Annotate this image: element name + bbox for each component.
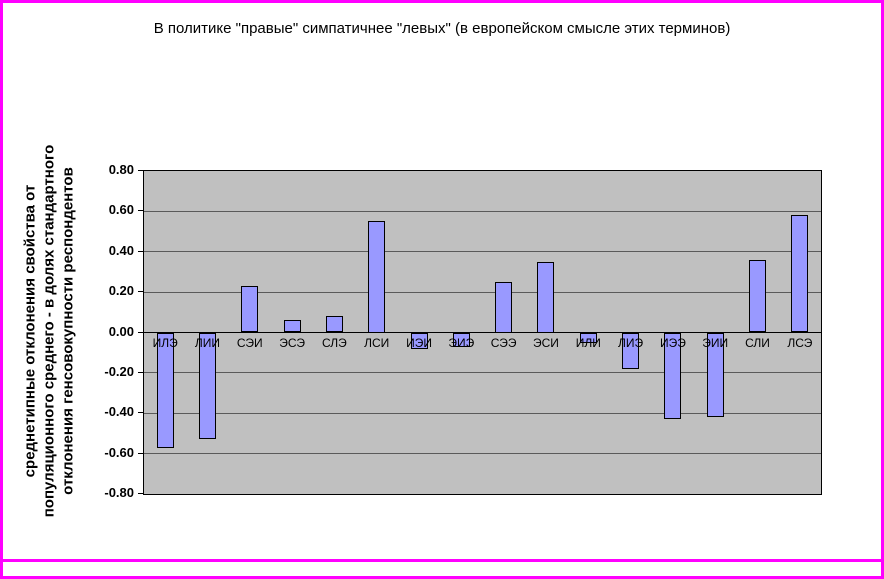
x-category-label: ЭИИ (702, 335, 729, 350)
x-category-label: ИЛИ (575, 335, 601, 350)
zero-axis-line (144, 332, 821, 333)
bar (495, 282, 513, 333)
bar (791, 215, 809, 333)
gridline (144, 251, 821, 253)
gridline (144, 291, 821, 293)
x-category-label: ИЭЭ (659, 335, 686, 350)
x-category-label: ИЭИ (406, 335, 432, 350)
x-category-label: ЛСИ (364, 335, 390, 350)
y-tick-mark (138, 250, 143, 252)
gridline (144, 372, 821, 374)
y-tick-label: 0.40 (108, 242, 134, 258)
bar (283, 320, 301, 333)
y-tick-label: 0.60 (108, 202, 134, 218)
bar (198, 332, 216, 440)
bar (749, 259, 767, 333)
y-tick-mark (138, 331, 143, 333)
plot-area: ИЛЭ ЛИИ СЭИ ЭСЭ СЛЭ ЛСИ ИЭИ ЭИЭ СЭЭ ЭСИ ИЛИ ЛИЭ ИЭЭ Э… (143, 170, 822, 495)
x-category-label: ЛИЭ (618, 335, 644, 350)
y-tick-label: 0.80 (108, 162, 134, 177)
y-tick-mark (138, 371, 143, 373)
bar (241, 286, 259, 333)
bar (410, 332, 428, 349)
bar (156, 332, 174, 448)
y-axis: 0.80 0.60 0.40 0.20 0.00 -0.20 -0.40 -0.60 -0.80 (91, 162, 143, 500)
y-tick-label: 0.20 (108, 283, 134, 299)
bar (664, 332, 682, 420)
x-category-label: ЭСИ (533, 335, 559, 350)
gridline (144, 412, 821, 414)
gridline (144, 453, 821, 455)
y-tick-mark (138, 210, 143, 212)
x-category-label: СЛЭ (322, 335, 347, 350)
bar (368, 221, 386, 333)
x-category-label: ЭСЭ (279, 335, 305, 350)
bar (579, 332, 597, 343)
bar (452, 332, 470, 347)
y-axis-title: среднетипные отклонения свойства от попу… (21, 144, 77, 518)
inner-frame-border (3, 559, 881, 562)
x-category-label: ИЛЭ (152, 335, 178, 350)
y-tick-mark (138, 493, 143, 494)
chart-title: В политике "правые" симпатичнее "левых" … (153, 20, 731, 37)
x-category-label: ЛСЭ (787, 335, 813, 350)
x-category-label: ЭИЭ (448, 335, 475, 350)
x-category-label: СЭИ (236, 335, 263, 350)
x-category-label: СЭЭ (490, 335, 517, 350)
bar (537, 261, 555, 333)
bar (706, 332, 724, 418)
y-tick-mark (138, 452, 143, 454)
bar (622, 332, 640, 369)
y-tick-label: -0.40 (104, 404, 134, 420)
y-tick-label: -0.60 (104, 444, 134, 460)
y-tick-label: -0.80 (104, 485, 134, 500)
y-tick-mark (138, 412, 143, 414)
x-category-label: СЛИ (745, 335, 770, 350)
y-tick-mark (138, 170, 143, 171)
y-tick-mark (138, 291, 143, 293)
gridline (144, 210, 821, 212)
x-category-label: ЛИИ (194, 335, 221, 350)
y-tick-label: -0.20 (104, 363, 134, 379)
bar (325, 316, 343, 333)
y-tick-label: 0.00 (108, 323, 134, 339)
